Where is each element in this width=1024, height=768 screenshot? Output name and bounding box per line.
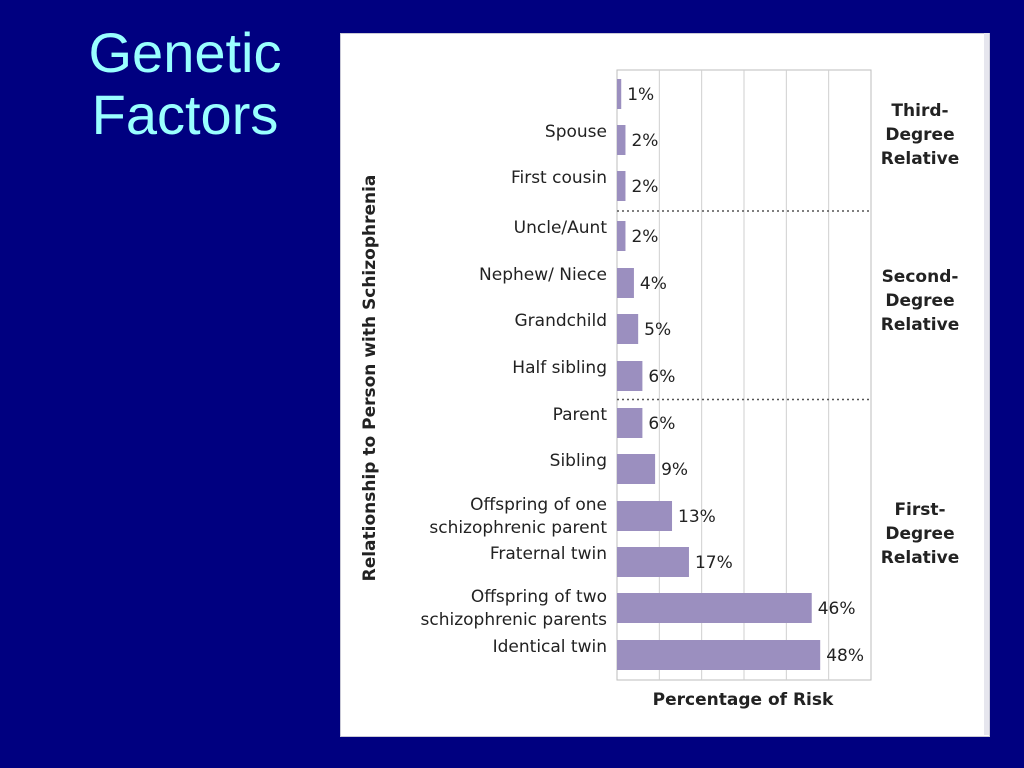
- bar: [617, 171, 626, 201]
- value-label: 13%: [678, 507, 716, 527]
- group-label: First-Degree Relative: [881, 500, 959, 568]
- bar: [617, 268, 634, 298]
- value-label: 17%: [695, 553, 733, 573]
- category-label: Half sibling: [512, 358, 607, 378]
- category-label: Offspring of two: [471, 587, 607, 607]
- x-axis-label: Percentage of Risk: [653, 690, 834, 710]
- bar: [617, 221, 626, 251]
- bar: [617, 547, 689, 577]
- bar: [617, 454, 656, 484]
- bar: [617, 501, 673, 531]
- category-label: Uncle/Aunt: [514, 218, 608, 238]
- value-label: 4%: [640, 274, 667, 294]
- slide-title-line-1: Genetic: [88, 21, 282, 84]
- group-label: Second-Degree Relative: [881, 267, 959, 335]
- category-label: Fraternal twin: [490, 544, 607, 564]
- category-label: Sibling: [550, 451, 607, 471]
- bar: [617, 593, 812, 623]
- value-label: 5%: [644, 320, 671, 340]
- category-label: schizophrenic parent: [429, 518, 607, 538]
- bars: [617, 79, 821, 670]
- bar: [617, 640, 821, 670]
- y-axis-label: Relationship to Person with Schizophreni…: [360, 175, 380, 582]
- chart-panel-edge: [984, 33, 989, 735]
- category-label: Parent: [553, 405, 608, 425]
- value-labels: 1% 2% 2% 2% 4% 5% 6% 6% 9% 13% 17% 46% 48%: [627, 85, 864, 666]
- bar: [617, 408, 643, 438]
- category-label: Grandchild: [514, 311, 607, 331]
- value-label: 46%: [818, 599, 856, 619]
- value-label: 9%: [661, 460, 688, 480]
- category-label: Spouse: [545, 122, 607, 142]
- category-label: Offspring of one: [470, 495, 607, 515]
- value-label: 6%: [648, 414, 675, 434]
- value-label: 48%: [826, 646, 864, 666]
- bar: [617, 314, 639, 344]
- value-label: 2%: [631, 177, 658, 197]
- value-label: 2%: [631, 227, 658, 247]
- category-label: schizophrenic parents: [421, 610, 608, 630]
- bar: [617, 361, 643, 391]
- category-label: Identical twin: [493, 637, 607, 657]
- category-labels: Spouse First cousin Uncle/Aunt Nephew/ Niec…: [421, 122, 608, 657]
- group-labels: Third-Degree Relative Second-Degree Relativ…: [881, 101, 959, 568]
- bar: [617, 79, 622, 109]
- group-label: Third-Degree Relative: [881, 101, 959, 169]
- bar: [617, 125, 626, 155]
- slide-title: Genetic Factors: [40, 22, 330, 146]
- slide-title-line-2: Factors: [91, 83, 279, 146]
- grid: [616, 69, 872, 681]
- value-label: 6%: [648, 367, 675, 387]
- category-label: First cousin: [511, 168, 607, 188]
- category-label: Nephew/ Niece: [479, 265, 607, 285]
- value-label: 2%: [631, 131, 658, 151]
- value-label: 1%: [627, 85, 654, 105]
